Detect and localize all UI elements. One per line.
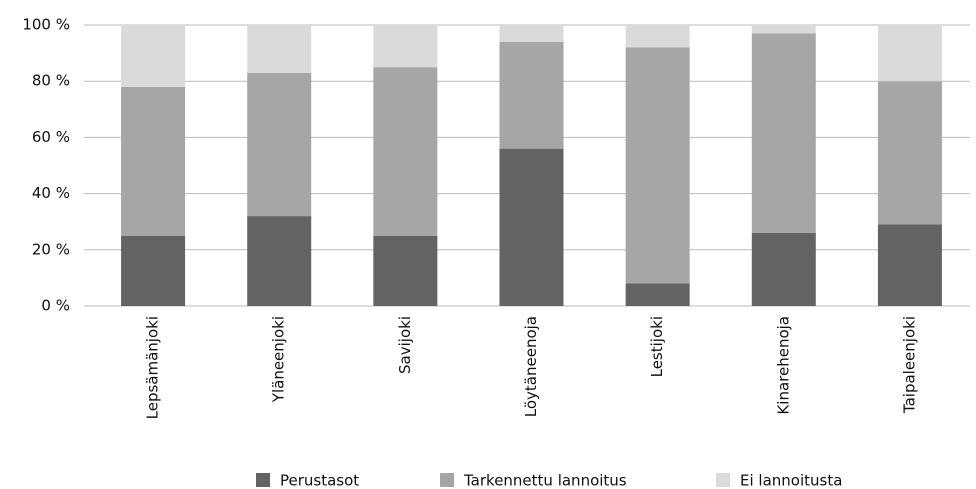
x-tick-label: Taipaleenjoki — [900, 316, 918, 414]
y-tick-label: 100 % — [22, 16, 70, 34]
bar-segment — [499, 41, 564, 149]
x-tick-label: Kinarehenoja — [774, 316, 792, 415]
bar-segment — [499, 25, 564, 42]
bar-segment — [373, 25, 438, 68]
bar-segment — [247, 25, 312, 73]
bar-segment — [877, 224, 942, 306]
y-tick-label: 60 % — [32, 128, 70, 146]
y-tick-label: 40 % — [32, 184, 70, 202]
bar-segment — [373, 235, 438, 306]
bar-segment — [751, 25, 816, 34]
x-tick-label: Yläneenjoki — [270, 316, 288, 403]
bar-segment — [877, 25, 942, 82]
bar-segment — [625, 47, 690, 284]
y-tick-label: 0 % — [41, 297, 70, 315]
bar-segment — [751, 33, 816, 233]
bar-segment — [751, 232, 816, 306]
y-tick-label: 80 % — [32, 72, 70, 90]
legend-label: Perustasot — [280, 472, 359, 489]
bar-segment — [121, 235, 186, 306]
bar-segment — [121, 86, 186, 236]
x-tick-label: Savijoki — [396, 316, 414, 374]
legend-label: Ei lannoitusta — [740, 472, 842, 489]
x-tick-label: Lepsämänjoki — [144, 316, 162, 419]
legend-swatch — [440, 473, 454, 487]
x-tick-label: Löytäneenoja — [522, 316, 540, 417]
bar-segment — [625, 283, 690, 306]
legend-swatch — [716, 473, 730, 487]
bar-segment — [877, 81, 942, 225]
bar-segment — [373, 67, 438, 236]
bar-segment — [625, 25, 690, 48]
x-tick-label: Lestijoki — [648, 316, 666, 377]
legend-swatch — [256, 473, 270, 487]
bar-segment — [121, 25, 186, 87]
bar-segment — [247, 72, 312, 217]
legend-label: Tarkennettu lannoitus — [463, 472, 627, 489]
y-tick-label: 20 % — [32, 240, 70, 258]
bar-segment — [247, 216, 312, 306]
bar-segment — [499, 148, 564, 306]
